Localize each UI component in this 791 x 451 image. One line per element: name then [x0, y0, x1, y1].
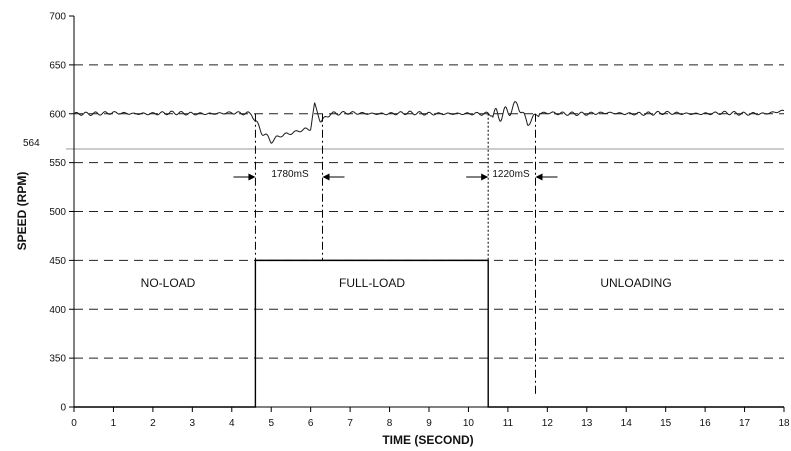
x-tick-label: 8 — [387, 418, 393, 429]
event-markers — [254, 113, 536, 395]
interval-arrows — [233, 173, 558, 181]
y-tick-label: 0 — [60, 403, 66, 414]
x-tick-label: 0 — [71, 418, 77, 429]
x-tick-label: 5 — [268, 418, 274, 429]
load-step-line — [74, 259, 784, 408]
region-label-full-load: FULL-LOAD — [339, 276, 405, 290]
x-tick-label: 11 — [503, 418, 514, 429]
y-tick-label: 450 — [49, 256, 66, 267]
x-tick-label: 3 — [190, 418, 196, 429]
x-tick-label: 17 — [739, 418, 751, 429]
arrow-1780-right-head — [322, 173, 330, 181]
x-tick-label: 16 — [700, 418, 712, 429]
arrow-1220-right-head — [535, 173, 543, 181]
x-tick-label: 10 — [463, 418, 475, 429]
reference-label: 564 — [23, 138, 40, 149]
y-tick-label: 600 — [49, 109, 66, 120]
x-tick-label: 15 — [660, 418, 672, 429]
y-tick-label: 500 — [49, 207, 66, 218]
y-tick-label: 650 — [49, 60, 66, 71]
y-tick-label: 350 — [49, 354, 66, 365]
y-axis-title: SPEED (RPM) — [15, 172, 29, 251]
x-tick-label: 6 — [308, 418, 314, 429]
grid-lines — [66, 64, 784, 359]
arrow-1220-left-head — [481, 173, 489, 181]
region-label-no-load: NO-LOAD — [141, 276, 196, 290]
region-label-unloading: UNLOADING — [600, 276, 671, 290]
arrow-1780-left-head — [248, 173, 256, 181]
annotation-1780ms: 1780mS — [271, 169, 309, 180]
y-tick-label: 550 — [49, 158, 66, 169]
y-tick-label: 700 — [49, 12, 66, 23]
x-tick-label: 7 — [347, 418, 353, 429]
y-tick-label: 400 — [49, 305, 66, 316]
speed-series-line — [73, 101, 785, 144]
x-axis-title: TIME (SECOND) — [382, 433, 473, 447]
x-tick-label: 9 — [426, 418, 432, 429]
x-tick-label: 18 — [778, 418, 790, 429]
x-tick-label: 4 — [229, 418, 235, 429]
x-tick-label: 13 — [581, 418, 593, 429]
annotation-1220ms: 1220mS — [492, 169, 530, 180]
x-tick-labels: 0 1 2 3 4 5 6 7 8 9 10 11 12 13 14 15 16 17 18 — [71, 407, 790, 429]
x-tick-label: 1 — [111, 418, 117, 429]
x-tick-label: 14 — [621, 418, 633, 429]
y-tick-labels: 0 350 400 450 500 550 600 650 700 — [49, 12, 74, 414]
x-tick-label: 12 — [542, 418, 554, 429]
x-tick-label: 2 — [150, 418, 156, 429]
